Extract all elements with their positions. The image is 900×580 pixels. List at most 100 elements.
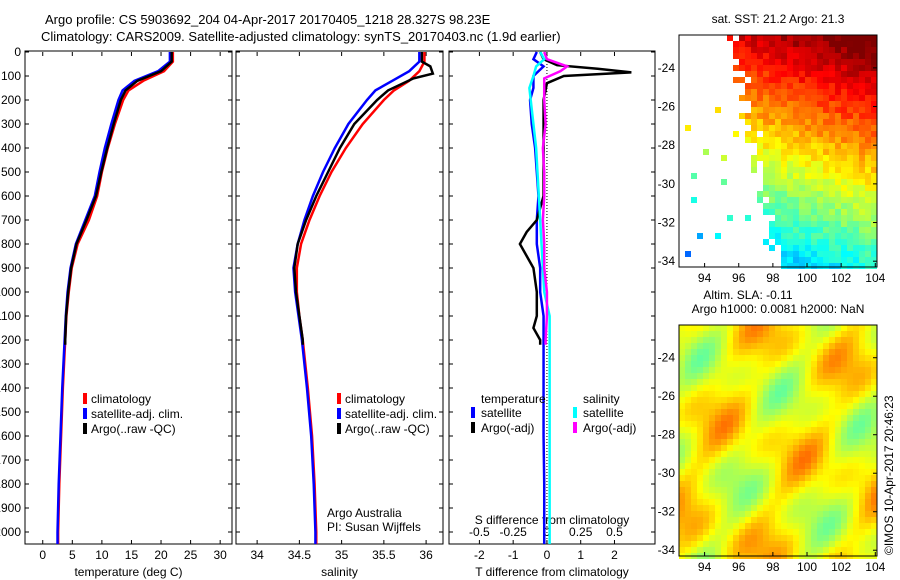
map-cell <box>709 427 715 433</box>
map-cell <box>835 137 841 143</box>
map-cell <box>829 355 835 361</box>
map-cell <box>847 227 853 233</box>
map-cell <box>853 397 859 403</box>
map-cell <box>835 463 841 469</box>
map-cell <box>817 439 823 445</box>
map-cell <box>847 475 853 481</box>
map-cell <box>763 59 769 65</box>
map-cell <box>757 505 763 511</box>
map-cell <box>817 529 823 535</box>
map-cell <box>739 547 745 553</box>
map-cell <box>775 71 781 77</box>
map-cell <box>715 337 721 343</box>
y-tick-label: -26 <box>658 100 676 114</box>
map-cell <box>787 35 793 41</box>
map-cell <box>793 409 799 415</box>
map-cell <box>739 53 745 59</box>
map-cell <box>865 221 871 227</box>
map-cell <box>679 505 685 511</box>
map-cell <box>835 251 841 257</box>
map-cell <box>769 131 775 137</box>
y-tick-label: -34 <box>658 254 676 268</box>
map-cell <box>871 131 877 137</box>
map-cell <box>799 355 805 361</box>
map-cell <box>871 487 877 493</box>
map-cell <box>757 523 763 529</box>
map-cell <box>829 325 835 331</box>
map-cell <box>811 239 817 245</box>
map-cell <box>709 487 715 493</box>
map-cell <box>841 385 847 391</box>
map-cell <box>685 541 691 547</box>
map-cell <box>781 89 787 95</box>
map-cell <box>805 367 811 373</box>
map-cell <box>775 373 781 379</box>
map-cell <box>781 125 787 131</box>
map-cell <box>841 149 847 155</box>
map-cell <box>865 487 871 493</box>
map-cell <box>757 367 763 373</box>
map-cell <box>769 227 775 233</box>
map-cell <box>811 233 817 239</box>
map-cell <box>853 379 859 385</box>
map-cell <box>805 397 811 403</box>
map-cell <box>817 415 823 421</box>
series-line-salinity-satellite <box>528 51 551 544</box>
map-cell <box>679 385 685 391</box>
map-cell <box>823 185 829 191</box>
map-cell <box>811 529 817 535</box>
map-cell <box>859 361 865 367</box>
map-cell <box>835 433 841 439</box>
map-cell <box>829 445 835 451</box>
map-cell <box>685 391 691 397</box>
map-cell <box>847 143 853 149</box>
map-cell <box>691 361 697 367</box>
map-cell <box>685 433 691 439</box>
map-cell <box>865 385 871 391</box>
map-cell <box>775 499 781 505</box>
x-tick-label: 20 <box>154 548 168 562</box>
map-cell <box>721 505 727 511</box>
map-cell <box>703 433 709 439</box>
map-cell <box>865 191 871 197</box>
series-line-climatology <box>56 52 175 544</box>
map-cell <box>793 185 799 191</box>
map-cell <box>769 325 775 331</box>
map-cell <box>769 535 775 541</box>
map-cell <box>745 535 751 541</box>
map-cell <box>787 457 793 463</box>
s-tick-label: -0.25 <box>499 525 527 539</box>
map-cell <box>853 469 859 475</box>
map-cell <box>769 391 775 397</box>
map-cell <box>727 385 733 391</box>
map-cell <box>793 263 799 269</box>
map-cell <box>763 179 769 185</box>
map-cell <box>871 451 877 457</box>
map-cell <box>685 125 691 131</box>
map-cell <box>703 517 709 523</box>
map-cell <box>841 41 847 47</box>
map-cell <box>781 331 787 337</box>
map-cell <box>835 119 841 125</box>
map-cell <box>835 535 841 541</box>
map-cell <box>799 511 805 517</box>
map-cell <box>859 209 865 215</box>
legend-label: satellite-adj. clim. <box>345 407 437 421</box>
map-cell <box>769 119 775 125</box>
map-cell <box>835 547 841 553</box>
x-tick-label: 15 <box>125 548 139 562</box>
map-cell <box>799 35 805 41</box>
map-cell <box>871 325 877 331</box>
map-cell <box>847 343 853 349</box>
map-cell <box>697 487 703 493</box>
map-cell <box>685 337 691 343</box>
map-cell <box>697 355 703 361</box>
map-cell <box>691 475 697 481</box>
map-cell <box>817 251 823 257</box>
map-cell <box>793 107 799 113</box>
map-cell <box>823 197 829 203</box>
map-cell <box>757 325 763 331</box>
map-cell <box>847 239 853 245</box>
map-cell <box>853 361 859 367</box>
map-cell <box>805 125 811 131</box>
